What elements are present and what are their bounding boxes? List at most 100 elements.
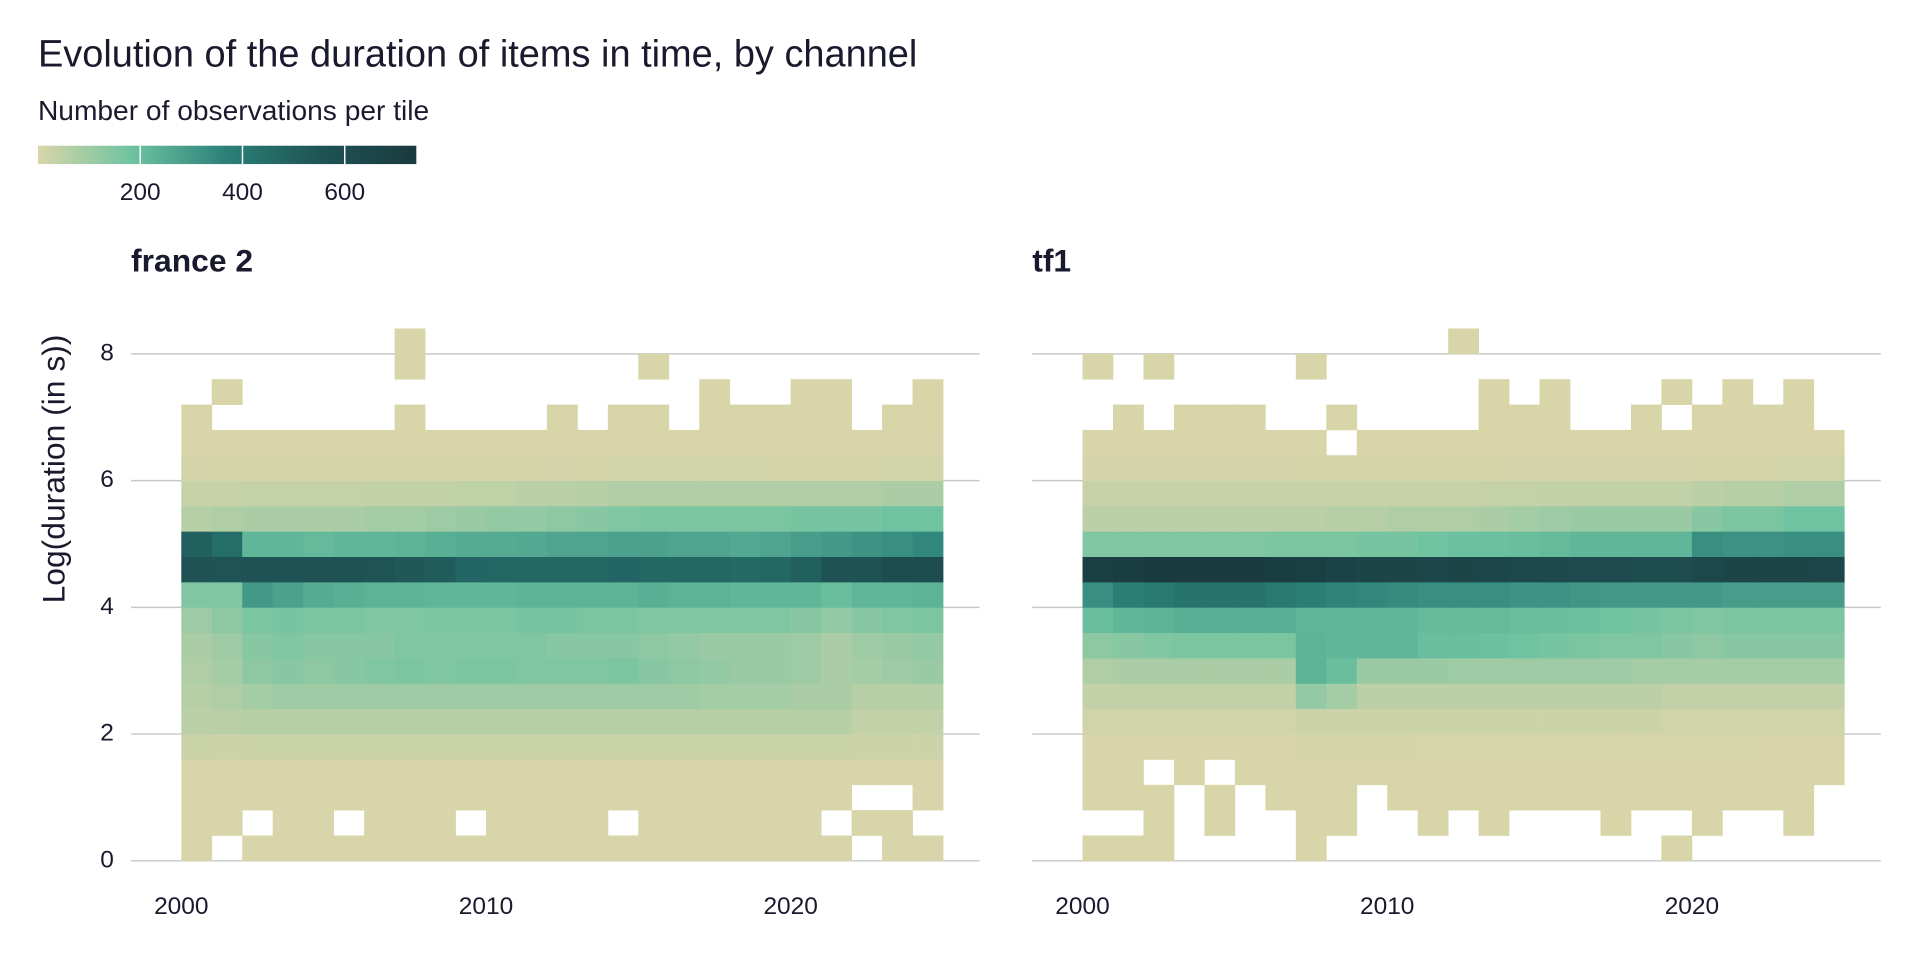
heatmap-tile xyxy=(1478,708,1510,735)
heatmap-tile xyxy=(577,658,609,684)
heatmap-tile xyxy=(516,480,548,507)
heatmap-tile xyxy=(394,632,426,659)
heatmap-tile xyxy=(1417,734,1449,760)
heatmap-tile xyxy=(272,455,304,481)
heatmap-tile xyxy=(1478,658,1510,684)
heatmap-tile xyxy=(1600,658,1632,684)
heatmap-tile xyxy=(1509,607,1540,634)
heatmap-tile xyxy=(1448,734,1479,760)
heatmap-tile xyxy=(333,683,365,710)
heatmap-tile xyxy=(1722,632,1754,659)
heatmap-tile xyxy=(364,658,395,684)
heatmap-tile xyxy=(1326,784,1358,811)
heatmap-tile xyxy=(1661,708,1693,735)
heatmap-tile xyxy=(1752,734,1784,760)
heatmap-tile xyxy=(1600,810,1632,836)
heatmap-tile xyxy=(882,683,913,710)
heatmap-tile xyxy=(1326,505,1358,532)
heatmap-tile xyxy=(638,683,670,710)
heatmap-tile xyxy=(1387,531,1419,558)
heatmap-tile xyxy=(1691,683,1723,710)
heatmap-tile xyxy=(333,734,365,760)
heatmap-tile xyxy=(607,683,639,710)
heatmap-tile xyxy=(1691,607,1723,634)
heatmap-tile xyxy=(1448,505,1479,532)
heatmap-tile xyxy=(485,784,517,811)
heatmap-tile xyxy=(912,505,944,532)
heatmap-tile xyxy=(821,404,852,431)
heatmap-tile xyxy=(333,784,365,811)
heatmap-tile xyxy=(1539,429,1571,456)
heatmap-tile xyxy=(607,835,639,862)
heatmap-tile xyxy=(1326,683,1358,710)
heatmap-tile xyxy=(1326,404,1358,431)
heatmap-tile xyxy=(394,480,426,507)
heatmap-tile xyxy=(1691,505,1723,532)
heatmap-tile xyxy=(1570,658,1601,684)
heatmap-tile xyxy=(1173,658,1205,684)
heatmap-tile xyxy=(607,607,639,634)
heatmap-tile xyxy=(1326,759,1358,786)
heatmap-tile xyxy=(1204,632,1236,659)
heatmap-tile xyxy=(882,632,913,659)
heatmap-tile xyxy=(1630,429,1662,456)
heatmap-tile xyxy=(1387,683,1419,710)
heatmap-tile xyxy=(485,531,517,558)
heatmap-tile xyxy=(668,810,700,836)
heatmap-tile xyxy=(1630,455,1662,481)
heatmap-tile xyxy=(1387,455,1419,481)
heatmap-tile xyxy=(638,353,670,380)
heatmap-tile xyxy=(1783,708,1815,735)
legend-title: Number of observations per tile xyxy=(38,95,429,126)
heatmap-tile xyxy=(790,708,822,735)
heatmap-tile xyxy=(1783,404,1815,431)
heatmap-tile xyxy=(1417,683,1449,710)
x-tick-label: 2020 xyxy=(763,893,817,920)
heatmap-tile xyxy=(394,658,426,684)
heatmap-tile xyxy=(760,734,792,760)
heatmap-tile xyxy=(1417,810,1449,836)
heatmap-tile xyxy=(1204,607,1236,634)
heatmap-tile xyxy=(1570,759,1601,786)
heatmap-tile xyxy=(577,480,609,507)
heatmap-tile xyxy=(1143,429,1175,456)
heatmap-tile xyxy=(1722,404,1754,431)
heatmap-tile xyxy=(181,505,213,532)
heatmap-tile xyxy=(425,505,456,532)
heatmap-tile xyxy=(1661,581,1693,608)
heatmap-tile xyxy=(485,632,517,659)
heatmap-tile xyxy=(760,759,792,786)
heatmap-tile xyxy=(729,658,761,684)
heatmap-tile xyxy=(1539,455,1571,481)
heatmap-tile xyxy=(1600,505,1632,532)
heatmap-tile xyxy=(1661,505,1693,532)
heatmap-tile xyxy=(364,505,395,532)
y-tick-label: 2 xyxy=(100,720,114,747)
y-tick-label: 6 xyxy=(100,466,114,493)
heatmap-tile xyxy=(1234,556,1266,583)
heatmap-tile xyxy=(699,835,731,862)
heatmap-tile xyxy=(1539,505,1571,532)
heatmap-tile xyxy=(1387,708,1419,735)
heatmap-tile xyxy=(821,455,852,481)
heatmap-tile xyxy=(821,531,852,558)
heatmap-tile xyxy=(607,505,639,532)
heatmap-tile xyxy=(1722,556,1754,583)
heatmap-tile xyxy=(1387,480,1419,507)
heatmap-tile xyxy=(912,581,944,608)
heatmap-tile xyxy=(272,581,304,608)
heatmap-tile xyxy=(1661,455,1693,481)
heatmap-tile xyxy=(1539,658,1571,684)
heatmap-tile xyxy=(1448,607,1479,634)
heatmap-tile xyxy=(485,556,517,583)
heatmap-tile xyxy=(1082,632,1114,659)
heatmap-tile xyxy=(1691,480,1723,507)
heatmap-tile xyxy=(1173,455,1205,481)
heatmap-tile xyxy=(1234,683,1266,710)
heatmap-tile xyxy=(1265,531,1297,558)
heatmap-tile xyxy=(699,734,731,760)
heatmap-tile xyxy=(1813,505,1845,532)
heatmap-tile xyxy=(851,658,883,684)
heatmap-tile xyxy=(242,607,274,634)
heatmap-tile xyxy=(455,784,487,811)
